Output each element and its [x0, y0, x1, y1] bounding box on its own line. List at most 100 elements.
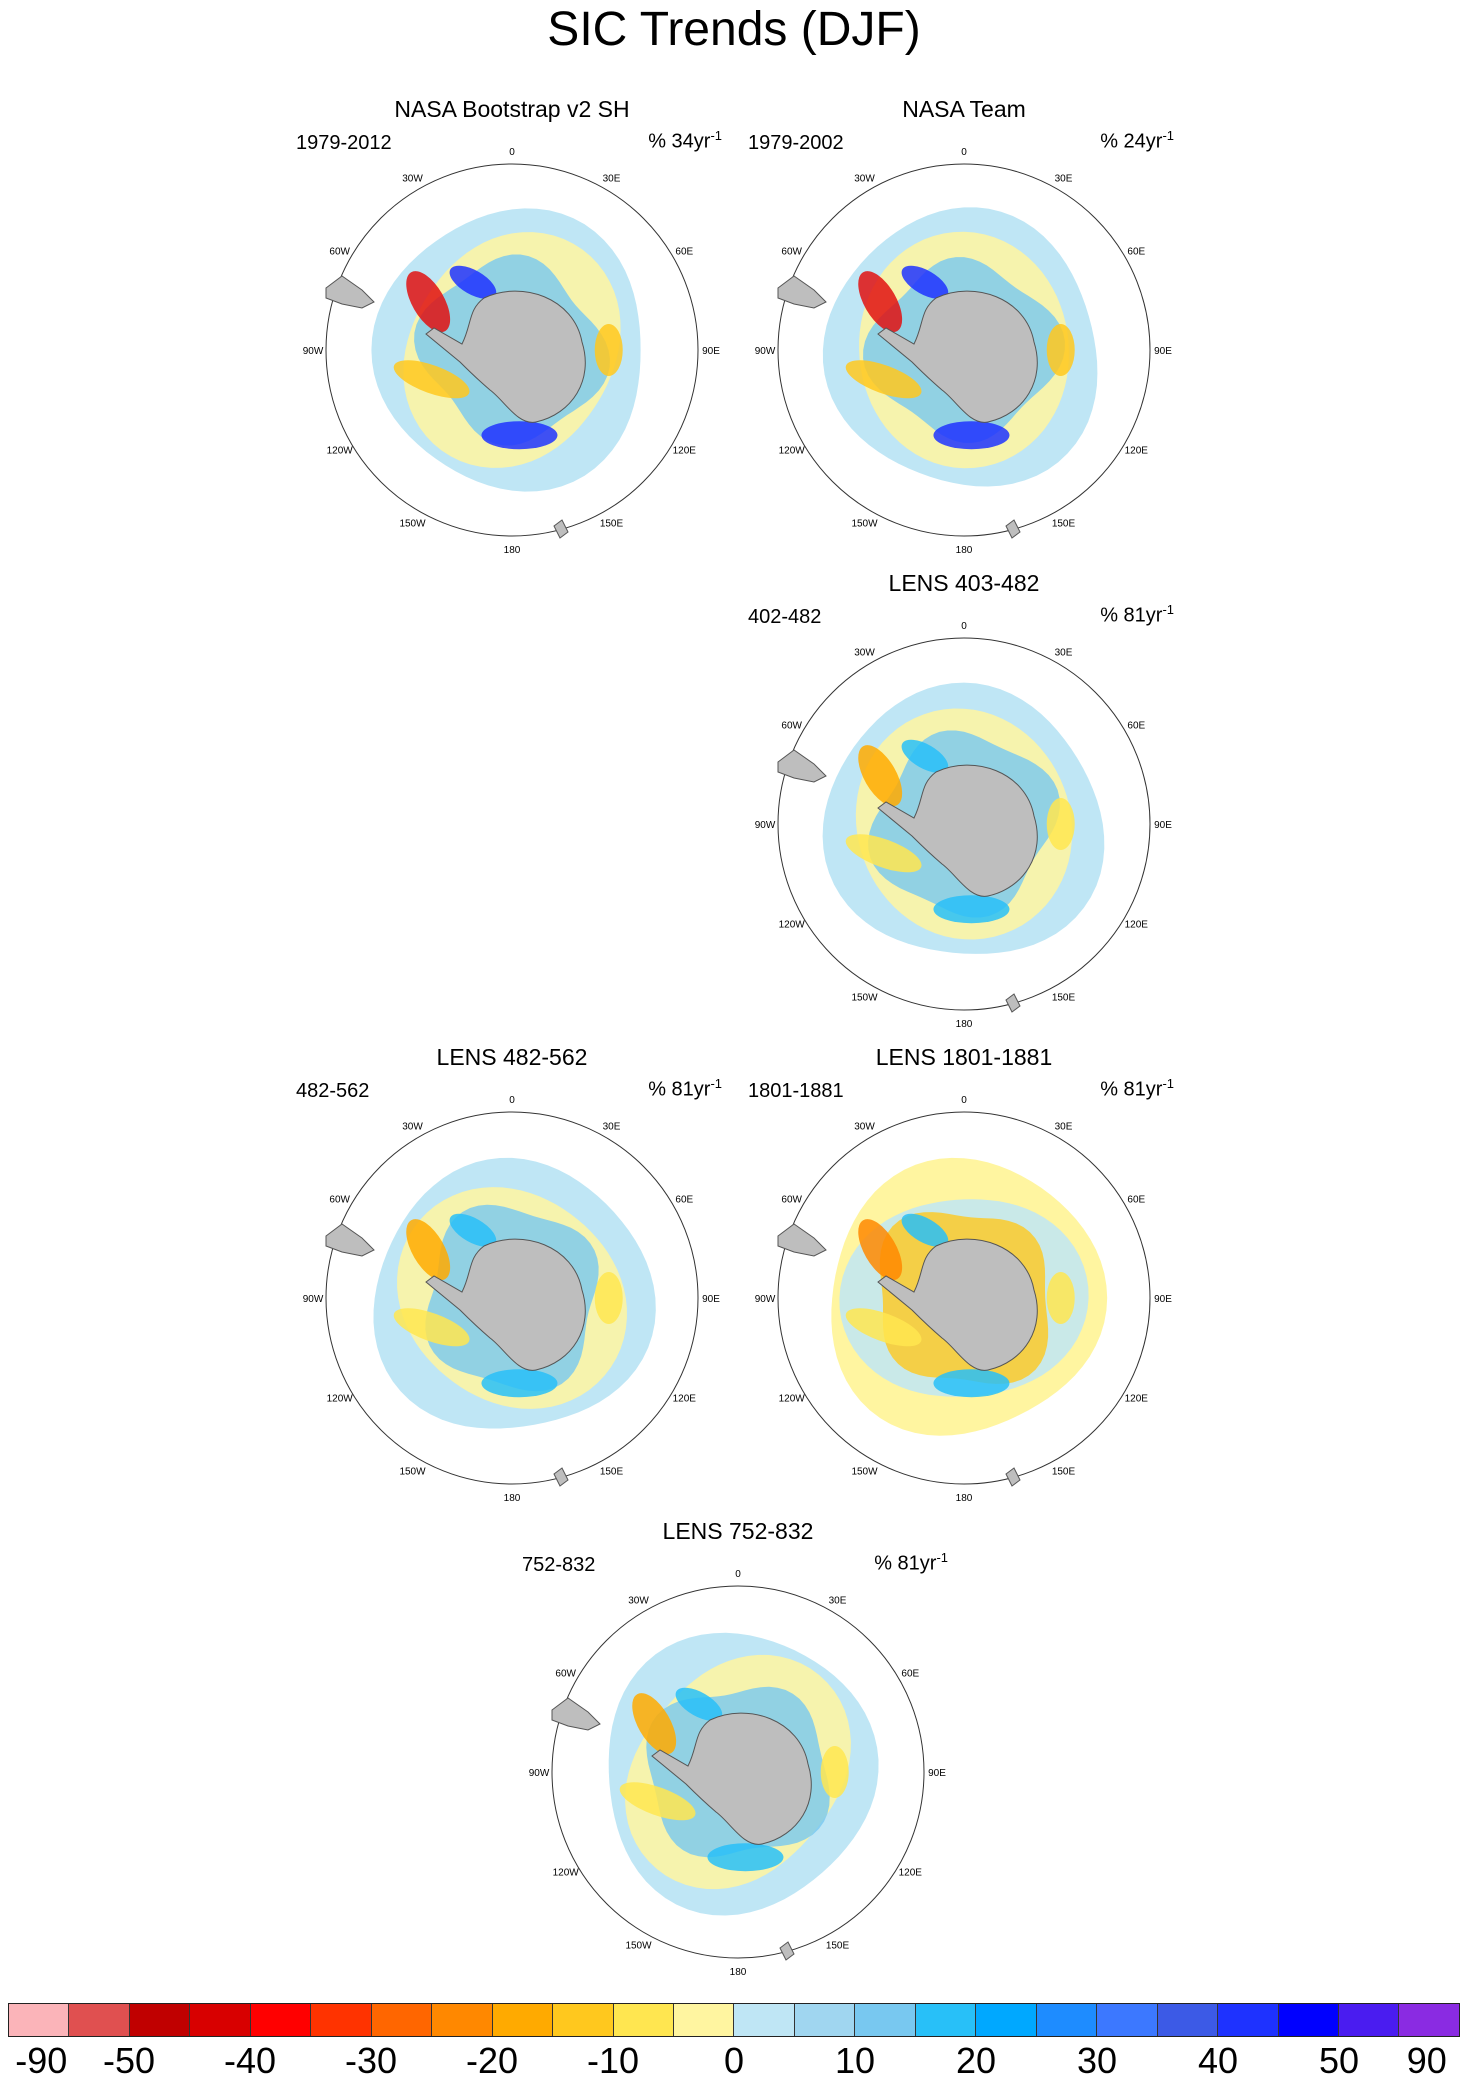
longitude-label: 150E: [1052, 1466, 1076, 1477]
map-panel-nasa-team: NASA Team 1979-2002 % 24yr-1 0 30E 60E 90E 1…: [734, 96, 1194, 556]
antarctica-landmass: [425, 1238, 586, 1371]
trend-anomaly-patch: [449, 1213, 497, 1248]
longitude-label: 180: [730, 1967, 747, 1978]
longitude-label: 30E: [1055, 648, 1073, 659]
longitude-label: 60E: [675, 247, 693, 258]
trend-anomaly-patch: [594, 1272, 623, 1324]
antarctica-landmass: [877, 290, 1038, 423]
longitude-label: 60E: [1127, 247, 1145, 258]
south-america-landmass: [325, 275, 375, 309]
colorbar-swatch: [734, 2004, 795, 2036]
colorbar-swatch: [9, 2004, 70, 2036]
colorbar-swatch: [311, 2004, 372, 2036]
colorbar-swatch: [1399, 2004, 1459, 2036]
new-zealand-landmass: [553, 519, 569, 539]
longitude-label: 0: [961, 147, 967, 158]
panel-title: NASA Bootstrap v2 SH: [394, 96, 630, 122]
longitude-label: 120W: [327, 1394, 354, 1405]
panel-period: 1979-2002: [748, 132, 844, 154]
panel-period: 752-832: [522, 1554, 596, 1576]
longitude-label: 0: [961, 621, 967, 632]
colorbar-tick-label: -90: [15, 2040, 68, 2081]
longitude-label: 30W: [854, 648, 875, 659]
colorbar-tick-label: 90: [1406, 2040, 1447, 2081]
panel-trend-units: % 24yr-1: [1100, 128, 1174, 153]
panel-title: LENS 752-832: [662, 1518, 814, 1544]
longitude-label: 120W: [553, 1868, 580, 1879]
trend-anomaly-patch: [901, 265, 949, 300]
colorbar-tick-label: -20: [465, 2040, 519, 2081]
longitude-label: 30E: [829, 1596, 847, 1607]
figure-title: SIC Trends (DJF): [547, 3, 921, 56]
new-zealand-landmass: [553, 1467, 569, 1487]
panel-period: 1979-2012: [296, 132, 392, 154]
longitude-label: 90W: [303, 1294, 324, 1305]
map-panel-lens-752-832: LENS 752-832 752-832 % 81yr-1 0 30E 60E 90E…: [508, 1518, 968, 1978]
panel-period: 402-482: [748, 606, 822, 628]
longitude-label: 90E: [702, 346, 720, 357]
longitude-label: 120E: [1125, 446, 1149, 457]
longitude-label: 150W: [851, 992, 878, 1003]
map-panel-nasa-bootstrap: NASA Bootstrap v2 SH 1979-2012 % 34yr-1 …: [282, 96, 742, 556]
longitude-label: 30W: [854, 1122, 875, 1133]
antarctica-landmass: [877, 1238, 1038, 1371]
polar-map: 0 30E 60E 90E 120E 150E 180 150W 120W 90W 60W 30W: [755, 1095, 1173, 1504]
longitude-label: 30W: [854, 174, 875, 185]
longitude-label: 30E: [603, 1122, 621, 1133]
longitude-label: 60W: [555, 1669, 576, 1680]
longitude-label: 120E: [1125, 1394, 1149, 1405]
colorbar: [8, 2003, 1460, 2037]
trend-anomaly-patch: [858, 745, 903, 807]
south-america-landmass: [325, 1223, 375, 1257]
longitude-label: 60W: [329, 247, 350, 258]
longitude-label: 60E: [675, 1195, 693, 1206]
longitude-label: 30W: [402, 174, 423, 185]
colorbar-swatch: [915, 2004, 977, 2036]
colorbar-swatch: [1278, 2004, 1339, 2036]
colorbar-tick-label: -50: [102, 2040, 156, 2081]
longitude-label: 150W: [399, 1466, 426, 1477]
longitude-label: 150W: [399, 518, 426, 529]
longitude-label: 150E: [600, 518, 624, 529]
longitude-label: 0: [961, 1095, 967, 1106]
new-zealand-landmass: [1005, 519, 1021, 539]
colorbar-swatch: [1218, 2004, 1279, 2036]
trend-anomaly-patch: [481, 421, 558, 450]
colorbar-tick-label: -10: [586, 2040, 640, 2081]
longitude-label: 180: [504, 1493, 521, 1504]
longitude-label: 180: [504, 545, 521, 556]
new-zealand-landmass: [1005, 1467, 1021, 1487]
colorbar-labels: -90 -50 -40 -30 -20 -10 0 10 20 30 40 50 90: [8, 2040, 1460, 2081]
trend-anomaly-patch: [707, 1843, 784, 1872]
panel-title: NASA Team: [902, 96, 1026, 122]
longitude-label: 180: [956, 1019, 973, 1030]
longitude-label: 120E: [1125, 920, 1149, 931]
longitude-label: 60W: [781, 721, 802, 732]
new-zealand-landmass: [1005, 993, 1021, 1013]
longitude-label: 90W: [755, 820, 776, 831]
trend-anomaly-patch: [933, 895, 1010, 924]
south-america-landmass: [551, 1697, 601, 1731]
longitude-label: 180: [956, 545, 973, 556]
trend-anomaly-patch: [393, 360, 470, 399]
trend-anomaly-patch: [449, 265, 497, 300]
colorbar-tick-label: 40: [1197, 2040, 1239, 2081]
longitude-label: 150W: [625, 1940, 652, 1951]
colorbar-tick-label: 0: [723, 2040, 745, 2081]
longitude-label: 0: [509, 147, 515, 158]
colorbar-tick-label: -40: [223, 2040, 277, 2081]
colorbar-swatch: [553, 2004, 614, 2036]
longitude-label: 30W: [402, 1122, 423, 1133]
colorbar-swatch: [613, 2004, 674, 2036]
longitude-label: 0: [509, 1095, 515, 1106]
trend-anomaly-patch: [481, 1369, 558, 1398]
south-america-landmass: [777, 749, 827, 783]
south-america-landmass: [777, 1223, 827, 1257]
panel-trend-units: % 81yr-1: [1100, 602, 1174, 627]
longitude-label: 120E: [673, 446, 697, 457]
colorbar-swatch: [492, 2004, 554, 2036]
trend-anomaly-patch: [393, 1308, 470, 1347]
longitude-label: 90E: [1154, 820, 1172, 831]
trend-anomaly-patch: [845, 360, 922, 399]
longitude-label: 120W: [327, 446, 354, 457]
